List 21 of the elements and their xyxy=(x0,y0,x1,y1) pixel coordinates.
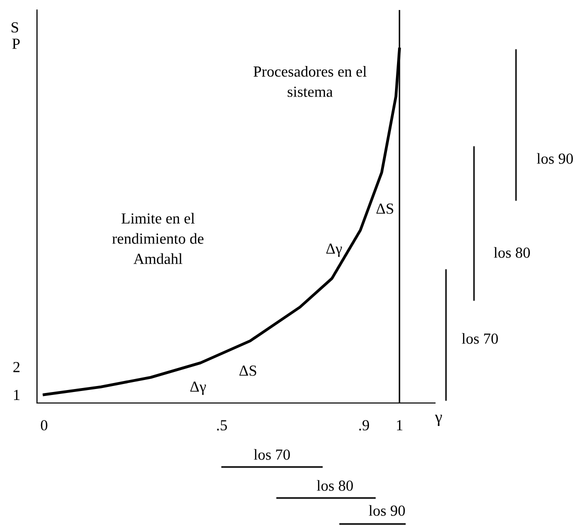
text: los 70 xyxy=(254,449,290,460)
y-tick-label: P xyxy=(12,38,20,49)
annotation: Δγ xyxy=(326,244,342,257)
y-axis-title: S xyxy=(12,22,18,33)
annotation: ΔS xyxy=(239,366,256,376)
text: los 90 xyxy=(536,153,573,164)
annotation: Limite en el rendimiento de Amdahl xyxy=(112,212,204,264)
x-tick-label: .9 xyxy=(359,420,370,430)
annotation: ΔS xyxy=(376,204,394,214)
x-tick-label: .5 xyxy=(217,420,227,430)
x-tick-label: 1 xyxy=(396,420,402,430)
annotation: Procesadores en el sistema xyxy=(254,66,367,97)
y-tick-label: 1 xyxy=(14,390,20,400)
y-tick-label: 2 xyxy=(13,362,20,372)
x-axis-title: γ xyxy=(434,414,442,426)
x-tick-label: 0 xyxy=(40,420,48,430)
annotation: Δγ xyxy=(190,382,206,395)
text: los 70 xyxy=(462,333,498,344)
text: los 80 xyxy=(316,480,353,491)
text: los 80 xyxy=(494,247,530,258)
text: los 90 xyxy=(368,505,405,516)
